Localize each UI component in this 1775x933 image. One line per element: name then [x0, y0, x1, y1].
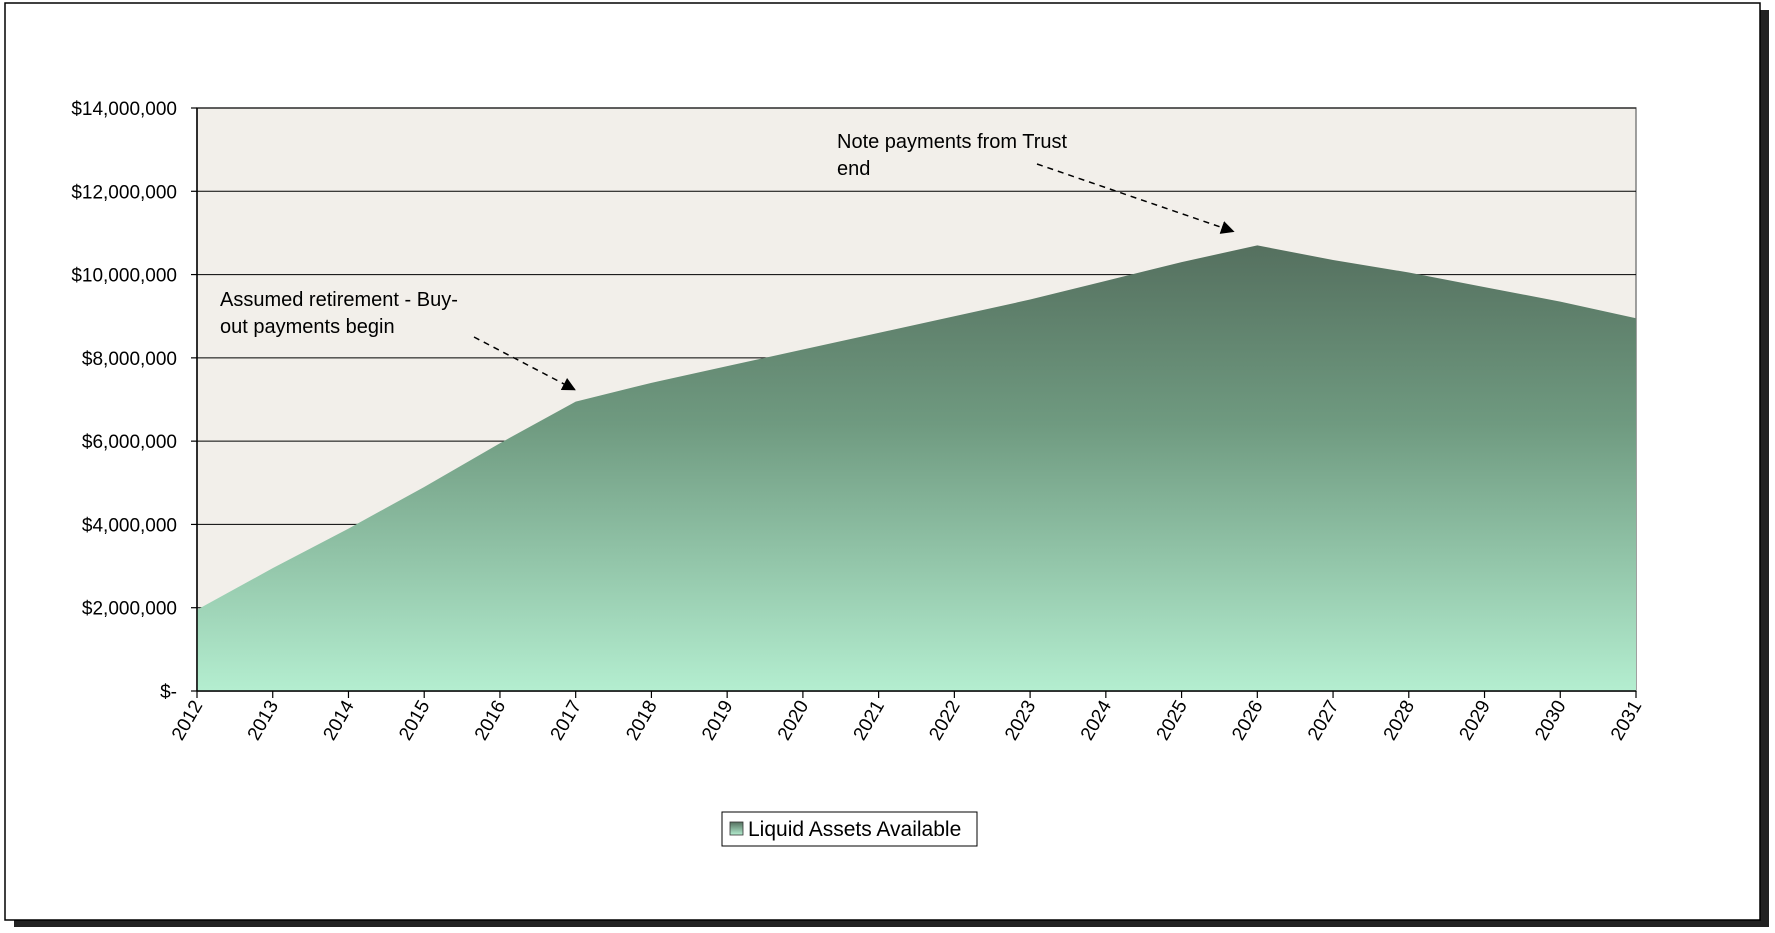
annotation-text: end: [837, 158, 870, 180]
y-axis-tick-labels: $- $2,000,000 $4,000,000 $6,000,000 $8,000,0…: [71, 99, 177, 703]
y-tick-label: $6,000,000: [82, 432, 177, 453]
annotation-text: out payments begin: [220, 316, 395, 338]
y-tick-label: $10,000,000: [71, 266, 177, 287]
y-tick-label: $-: [160, 682, 177, 703]
y-tick-label: $2,000,000: [82, 599, 177, 620]
annotation-text: Note payments from Trust: [837, 131, 1068, 153]
annotation-text: Assumed retirement - Buy-: [220, 289, 458, 311]
annotation-arrow: [473, 336, 576, 391]
annotation-arrow: [1036, 163, 1235, 234]
y-tick-label: $12,000,000: [71, 182, 177, 203]
y-tick-label: $8,000,000: [82, 349, 177, 370]
y-tick-label: $14,000,000: [71, 99, 177, 120]
y-tick-label: $4,000,000: [82, 515, 177, 536]
legend-swatch: [729, 821, 744, 836]
annotations: Assumed retirement - Buy-out payments be…: [220, 131, 1235, 391]
area-series: [197, 245, 1636, 691]
legend: Liquid Assets Available: [721, 811, 978, 847]
legend-box: [721, 811, 978, 847]
legend-label: Liquid Assets Available: [748, 818, 961, 841]
axes: [191, 107, 1637, 698]
area-fill-liquid-assets: [197, 245, 1636, 691]
